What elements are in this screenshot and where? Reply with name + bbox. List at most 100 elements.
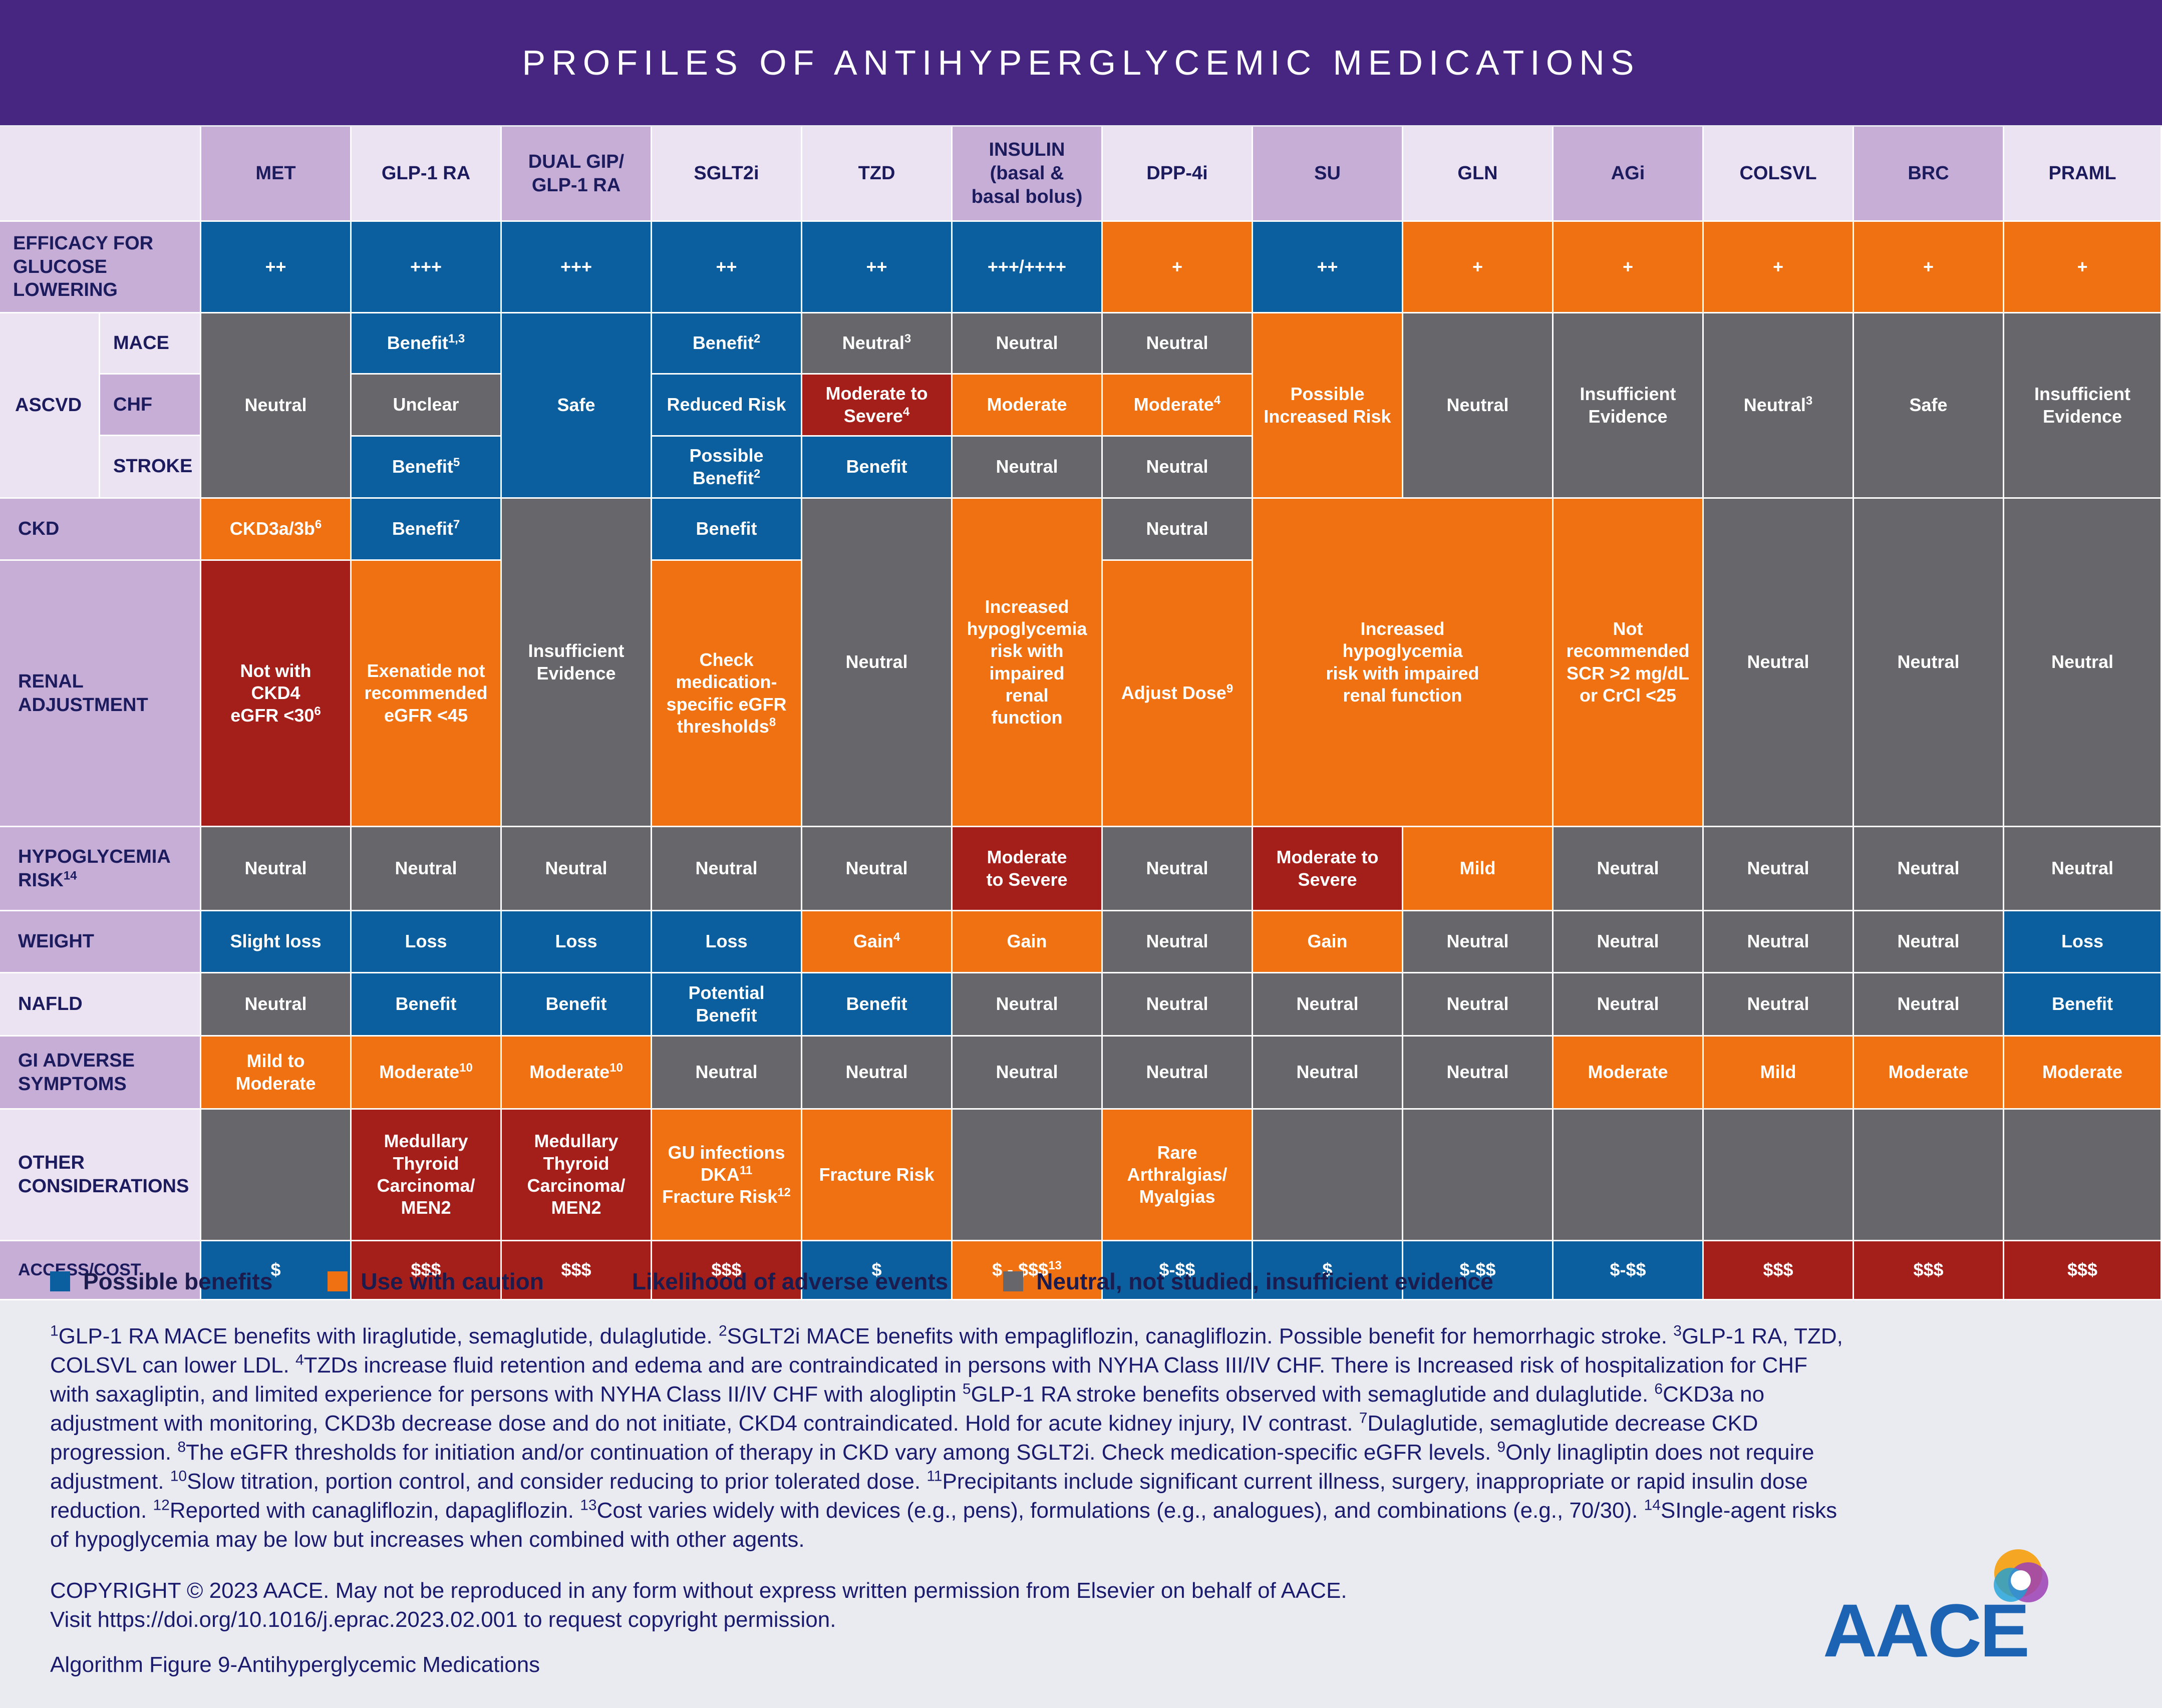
- cell-hypo-dual: Neutral: [502, 827, 652, 911]
- cell-gi-gln: Neutral: [1403, 1037, 1554, 1110]
- cell-ascvd-colsvl: Neutral3: [1704, 313, 1854, 499]
- cell-nafld-dpp4: Neutral: [1103, 973, 1253, 1037]
- col-header-colsvl: COLSVL: [1704, 127, 1854, 222]
- cell-weight-met: Slight loss: [201, 911, 352, 973]
- legend-item-benefit: Possible benefits: [50, 1268, 272, 1295]
- cell-nafld-praml: Benefit: [2004, 973, 2162, 1037]
- cell-efficacy-glp1: +++: [352, 222, 502, 313]
- col-header-insulin: INSULIN (basal & basal bolus): [953, 127, 1103, 222]
- cell-other-agi: [1554, 1110, 1704, 1241]
- cell-chf-glp1: Unclear: [352, 375, 502, 437]
- legend-item-neutral: Neutral, not studied, insufficient evide…: [1003, 1268, 1493, 1295]
- cell-efficacy-insulin: +++/++++: [953, 222, 1103, 313]
- cell-other-colsvl: [1704, 1110, 1854, 1241]
- sub-label-mace: MACE: [100, 313, 200, 375]
- cell-chf-insulin: Moderate: [953, 375, 1103, 437]
- cell-efficacy-praml: +: [2004, 222, 2162, 313]
- cell-gi-met: Mild to Moderate: [201, 1037, 352, 1110]
- cell-nafld-colsvl: Neutral: [1704, 973, 1854, 1037]
- legend-swatch-orange: [328, 1271, 348, 1291]
- cell-hypo-sglt2: Neutral: [652, 827, 802, 911]
- cell-efficacy-dpp4: +: [1103, 222, 1253, 313]
- color-legend: Possible benefits Use with caution Likel…: [50, 1268, 1549, 1295]
- row-label-ckd: CKD: [0, 499, 201, 561]
- cell-other-brc: [1854, 1110, 2004, 1241]
- col-header-sglt2: SGLT2i: [652, 127, 802, 222]
- cell-weight-brc: Neutral: [1854, 911, 2004, 973]
- row-label-weight: WEIGHT: [0, 911, 201, 973]
- cell-stroke-sglt2: Possible Benefit2: [652, 437, 802, 499]
- cell-hypo-tzd: Neutral: [802, 827, 953, 911]
- col-header-su: SU: [1253, 127, 1403, 222]
- col-header-dual: DUAL GIP/GLP-1 RA: [502, 127, 652, 222]
- cell-nafld-glp1: Benefit: [352, 973, 502, 1037]
- cell-weight-su: Gain: [1253, 911, 1403, 973]
- cell-ascvd-dual: Safe: [502, 313, 652, 499]
- cell-ckd-met: CKD3a/3b6: [201, 499, 352, 561]
- legend-item-caution: Use with caution: [328, 1268, 543, 1295]
- cell-renal-colsvl: Neutral: [1704, 499, 1854, 827]
- cell-cost-agi: $-$$: [1554, 1241, 1704, 1300]
- cell-stroke-tzd: Benefit: [802, 437, 953, 499]
- cell-weight-glp1: Loss: [352, 911, 502, 973]
- cell-weight-agi: Neutral: [1554, 911, 1704, 973]
- cell-efficacy-sglt2: ++: [652, 222, 802, 313]
- cell-mace-dpp4: Neutral: [1103, 313, 1253, 375]
- col-header-dpp4: DPP-4i: [1103, 127, 1253, 222]
- cell-weight-tzd: Gain4: [802, 911, 953, 973]
- col-header-tzd: TZD: [802, 127, 953, 222]
- cell-nafld-met: Neutral: [201, 973, 352, 1037]
- cell-efficacy-dual: +++: [502, 222, 652, 313]
- cell-nafld-tzd: Benefit: [802, 973, 953, 1037]
- cell-nafld-agi: Neutral: [1554, 973, 1704, 1037]
- cell-hypo-praml: Neutral: [2004, 827, 2162, 911]
- sub-label-stroke: STROKE: [100, 436, 200, 497]
- cell-renal-tzd: Neutral: [802, 499, 953, 827]
- cell-hypo-met: Neutral: [201, 827, 352, 911]
- cell-gi-dual: Moderate10: [502, 1037, 652, 1110]
- cell-efficacy-su: ++: [1253, 222, 1403, 313]
- cell-hypo-su: Moderate to Severe: [1253, 827, 1403, 911]
- cell-chf-tzd: Moderate to Severe4: [802, 375, 953, 437]
- cell-renal-dual: Insufficient Evidence: [502, 499, 652, 827]
- footnotes: 1GLP-1 RA MACE benefits with liraglutide…: [50, 1322, 1843, 1554]
- cell-cost-brc: $$$: [1854, 1241, 2004, 1300]
- row-label-hypoglycemia: HYPOGLYCEMIA RISK14: [0, 827, 201, 911]
- cell-weight-dpp4: Neutral: [1103, 911, 1253, 973]
- cell-weight-insulin: Gain: [953, 911, 1103, 973]
- cell-nafld-su: Neutral: [1253, 973, 1403, 1037]
- cell-ascvd-gln: Neutral: [1403, 313, 1554, 499]
- cell-stroke-insulin: Neutral: [953, 437, 1103, 499]
- cell-other-met: [201, 1110, 352, 1241]
- page-title: PROFILES OF ANTIHYPERGLYCEMIC MEDICATION…: [522, 43, 1640, 83]
- cell-ascvd-praml: Insufficient Evidence: [2004, 313, 2162, 499]
- cell-gi-insulin: Neutral: [953, 1037, 1103, 1110]
- col-header-praml: PRAML: [2004, 127, 2162, 222]
- cell-efficacy-brc: +: [1854, 222, 2004, 313]
- col-header-met: MET: [201, 127, 352, 222]
- cell-cost-colsvl: $$$: [1704, 1241, 1854, 1300]
- cell-ascvd-brc: Safe: [1854, 313, 2004, 499]
- cell-ascvd-agi: Insufficient Evidence: [1554, 313, 1704, 499]
- row-label-nafld: NAFLD: [0, 973, 201, 1037]
- col-header-brc: BRC: [1854, 127, 2004, 222]
- cell-other-dual: Medullary Thyroid Carcinoma/MEN2: [502, 1110, 652, 1241]
- cell-renal-agi: Not recommended SCR >2 mg/dL or CrCl <25: [1554, 499, 1704, 827]
- cell-gi-praml: Moderate: [2004, 1037, 2162, 1110]
- row-label-ascvd: ASCVD MACE CHF STROKE: [0, 313, 201, 499]
- row-label-efficacy: EFFICACY FOR GLUCOSE LOWERING: [0, 222, 201, 313]
- cell-hypo-agi: Neutral: [1554, 827, 1704, 911]
- cell-mace-glp1: Benefit1,3: [352, 313, 502, 375]
- cell-cost-praml: $$$: [2004, 1241, 2162, 1300]
- cell-mace-tzd: Neutral3: [802, 313, 953, 375]
- cell-weight-gln: Neutral: [1403, 911, 1554, 973]
- cell-weight-praml: Loss: [2004, 911, 2162, 973]
- cell-efficacy-gln: +: [1403, 222, 1554, 313]
- cell-stroke-dpp4: Neutral: [1103, 437, 1253, 499]
- cell-ckd-sglt2: Benefit: [652, 499, 802, 561]
- legend-item-adverse: Likelihood of adverse events: [599, 1268, 948, 1295]
- cell-renal-praml: Neutral: [2004, 499, 2162, 827]
- sub-label-chf: CHF: [100, 375, 200, 436]
- medication-profile-table: MET GLP-1 RA DUAL GIP/GLP-1 RA SGLT2i TZ…: [0, 127, 2162, 1234]
- cell-mace-insulin: Neutral: [953, 313, 1103, 375]
